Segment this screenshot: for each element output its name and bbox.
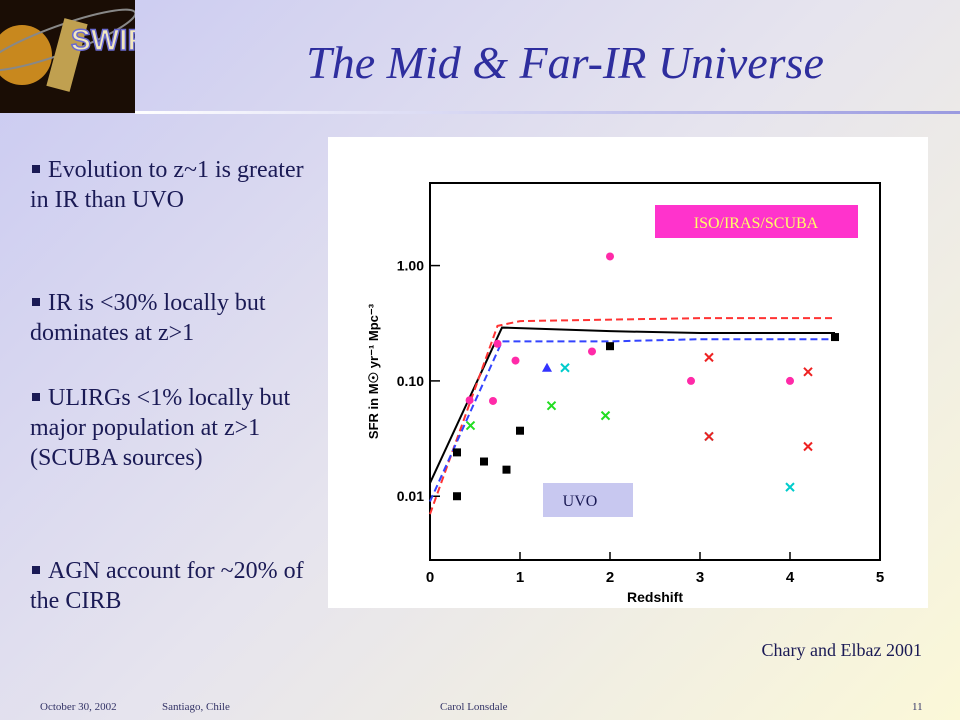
data-point [546,400,557,411]
data-point [453,492,461,501]
annotation-box [655,205,858,238]
data-point [704,431,714,442]
y-tick-label: 0.01 [397,488,424,504]
logo: SWIRE [0,0,135,113]
data-point [600,410,611,421]
data-point [511,356,520,365]
x-tick-label: 5 [876,569,884,586]
footer-date: October 30, 2002 [40,701,117,713]
plot-frame [429,182,881,561]
data-point [560,363,570,373]
y-tick-label: 1.00 [397,258,424,274]
bullet: IR is <30% locally but dominates at z>1 [30,288,315,348]
footer-place: Santiago, Chile [162,701,230,713]
logo-text: SWIRE [71,24,135,57]
data-point [453,448,461,457]
data-point [831,333,839,342]
model-line [429,338,835,502]
data-point [542,362,552,372]
data-point [786,376,794,385]
caption: Chary and Elbaz 2001 [761,640,922,660]
data-point [606,252,614,261]
data-point [803,367,813,377]
x-tick-label: 2 [606,569,614,586]
x-tick-label: 3 [696,569,704,586]
data-point [516,426,524,435]
title-rule [135,111,960,114]
x-axis-label: Redshift [627,589,683,605]
bullet: Evolution to z~1 is greater in IR than U… [30,155,315,215]
data-point [465,420,476,431]
data-point [803,441,813,452]
data-point [480,457,488,466]
title: The Mid & Far-IR Universe [306,37,824,88]
footer-page: 11 [912,701,923,713]
annotation: UVO [563,493,598,510]
bullet-text: IR is <30% locally but dominates at z>1 [30,290,266,346]
data-point [606,342,614,351]
x-tick-label: 4 [786,569,795,586]
data-point [687,376,695,385]
x-tick-label: 1 [516,569,524,586]
bullet: ULIRGs <1% locally but major population … [30,383,315,473]
bullet-text: AGN account for ~20% of the CIRB [30,558,304,614]
data-point [489,396,497,405]
data-point [785,482,795,492]
annotation-box [543,483,633,517]
y-tick-label: 0.10 [397,373,424,389]
bullet-text: ULIRGs <1% locally but major population … [30,385,291,471]
bullet-text: Evolution to z~1 is greater in IR than U… [30,157,304,213]
data-point [493,339,502,348]
y-axis-label: SFR in M☉ yr⁻¹ Mpc⁻³ [366,303,381,439]
model-line [429,317,835,515]
data-point [465,396,474,405]
data-point [588,347,596,356]
data-point [704,352,714,363]
bullet: AGN account for ~20% of the CIRB [30,556,315,616]
x-tick-label: 0 [426,569,434,586]
footer-author: Carol Lonsdale [440,701,508,713]
data-point [502,465,511,474]
model-line [429,326,835,484]
annotation: ISO/IRAS/SCUBA [694,215,819,232]
